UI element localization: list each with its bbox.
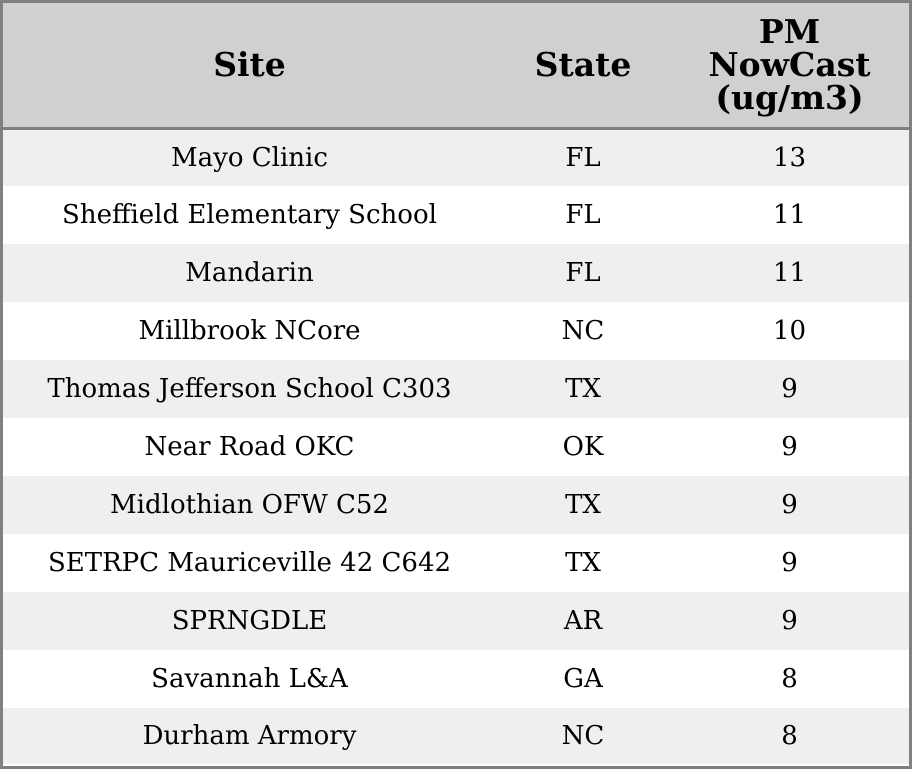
header-state: State (534, 45, 632, 85)
cell-pm: 8 (781, 664, 798, 694)
header-pm-line-2: NowCast (708, 45, 871, 85)
table-row: Durham Armory NC 8 (3, 708, 909, 764)
cell-pm: 9 (781, 548, 798, 578)
cell-pm: 10 (772, 316, 807, 346)
table-row: Millbrook NCore NC 10 (3, 302, 909, 360)
cell-site: SPRNGDLE (171, 606, 328, 636)
table-header: Site State PM NowCast (ug/m3) (3, 3, 909, 128)
table-row: SPRNGDLE AR 9 (3, 592, 909, 650)
cell-pm: 11 (772, 200, 807, 230)
cell-site: Mandarin (185, 258, 314, 288)
table-row: Savannah L&A GA 8 (3, 650, 909, 708)
cell-site: Durham Armory (142, 721, 357, 751)
header-site: Site (213, 45, 286, 85)
header-row: Site State PM NowCast (ug/m3) (3, 3, 909, 128)
cell-site: SETRPC Mauriceville 42 C642 (47, 548, 452, 578)
cell-pm: 9 (781, 606, 798, 636)
cell-site: Midlothian OFW C52 (110, 490, 389, 520)
cell-state: NC (561, 316, 605, 346)
cell-pm: 8 (781, 721, 798, 751)
cell-state: TX (565, 490, 601, 520)
table-row: Thomas Jefferson School C303 TX 9 (3, 360, 909, 418)
cell-state: AR (563, 606, 603, 636)
cell-site: Savannah L&A (151, 664, 348, 694)
cell-site: Millbrook NCore (138, 316, 361, 346)
table-row: SETRPC Mauriceville 42 C642 TX 9 (3, 534, 909, 592)
cell-site: Sheffield Elementary School (62, 200, 437, 230)
header-pm-nowcast: PM NowCast (ug/m3) (670, 3, 909, 128)
cell-state: FL (565, 258, 601, 288)
pm-nowcast-table: Site State PM NowCast (ug/m3) Mayo Clini… (3, 3, 909, 764)
table-row: Mandarin FL 11 (3, 244, 909, 302)
cell-state: NC (561, 721, 605, 751)
cell-site: Mayo Clinic (171, 142, 328, 173)
cell-site: Near Road OKC (144, 432, 355, 462)
cell-pm: 13 (772, 142, 807, 173)
cell-pm: 9 (781, 432, 798, 462)
cell-pm: 11 (772, 258, 807, 288)
header-pm-line-1: PM (758, 12, 821, 52)
cell-pm: 9 (781, 490, 798, 520)
cell-state: TX (565, 548, 601, 578)
cell-state: TX (565, 374, 601, 404)
table-row: Sheffield Elementary School FL 11 (3, 186, 909, 244)
table-row: Near Road OKC OK 9 (3, 418, 909, 476)
table-row: Midlothian OFW C52 TX 9 (3, 476, 909, 534)
cell-state: OK (562, 432, 604, 462)
cell-site: Thomas Jefferson School C303 (47, 374, 452, 404)
cell-state: GA (563, 664, 603, 694)
table-row: Mayo Clinic FL 13 (3, 128, 909, 186)
table-body: Mayo Clinic FL 13 Sheffield Elementary S… (3, 128, 909, 764)
cell-state: FL (565, 200, 601, 230)
header-pm-line-3: (ug/m3) (715, 78, 864, 118)
cell-pm: 9 (781, 374, 798, 404)
cell-state: FL (565, 142, 601, 173)
